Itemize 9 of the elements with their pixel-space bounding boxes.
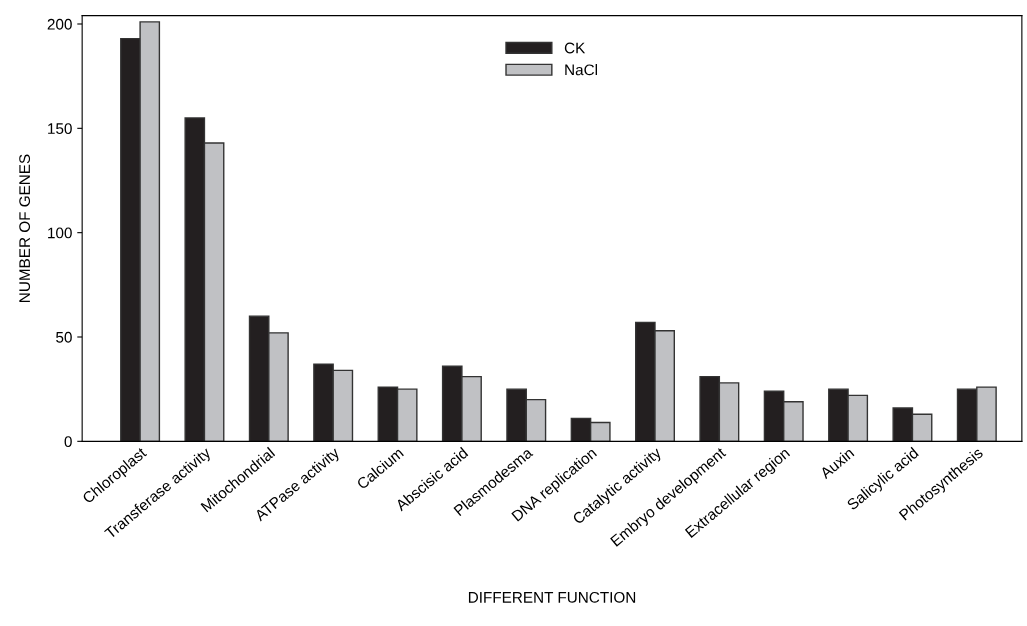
y-axis-title: NUMBER OF GENES bbox=[19, 154, 31, 302]
y-tick-label: 0 bbox=[64, 436, 72, 448]
y-tick-label: 200 bbox=[47, 18, 72, 30]
legend-label: NaCl bbox=[565, 64, 597, 76]
legend-label: CK bbox=[564, 42, 586, 54]
y-tick-label: 100 bbox=[48, 227, 72, 239]
y-tick-label: 50 bbox=[56, 331, 72, 343]
y-tick-label: 150 bbox=[48, 123, 72, 135]
x-axis-title: DIFFERENT FUNCTION bbox=[468, 591, 636, 603]
